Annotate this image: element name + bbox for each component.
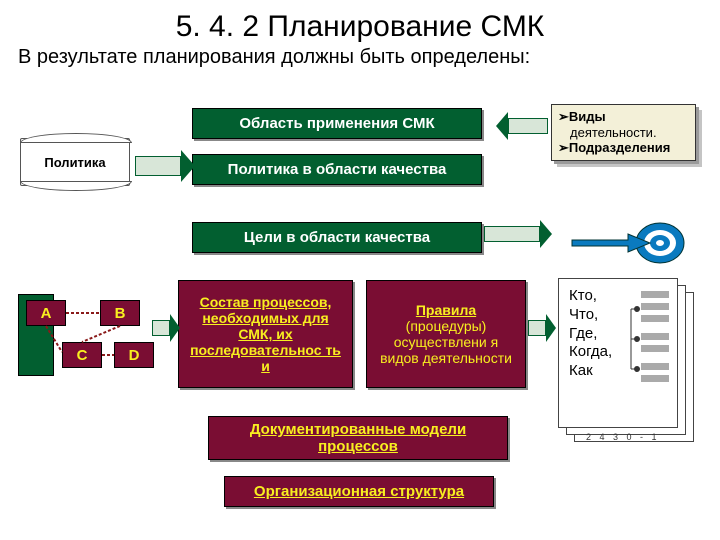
doc-line-3: Где,: [569, 325, 667, 344]
doc-line-5: Как: [569, 362, 667, 381]
box-processes: Состав процессов, необходимых для СМК, и…: [178, 280, 353, 388]
page-title: 5. 4. 2 Планирование СМК: [0, 0, 720, 44]
abcd-diagram: A B C D: [14, 290, 159, 390]
box-orgstruct: Организационная структура: [224, 476, 494, 507]
arrow-sticky: [508, 118, 548, 134]
arrow-docstack: [528, 320, 546, 336]
box-rules-l3: осуществлени я видов деятельности: [373, 334, 519, 366]
sticky-note-scope: ➢Виды деятельности. ➢Подразделения: [551, 104, 696, 161]
box-rules: Правила (процедуры) осуществлени я видов…: [366, 280, 526, 388]
box-goals: Цели в области качества: [192, 222, 482, 253]
arrow-abcd-head: [170, 314, 180, 342]
note1-line1: ➢Виды: [558, 109, 606, 124]
box-docmodels-text: Документированные модели процессов: [250, 421, 466, 455]
box-rules-l1: Правила: [416, 302, 476, 318]
arrow-sticky-head: [496, 112, 508, 140]
box-processes-text: Состав процессов, необходимых для СМК, и…: [185, 294, 346, 374]
arrow-goals-head: [540, 220, 552, 248]
arrow-politika-head: [181, 150, 195, 182]
note1-line3: ➢Подразделения: [558, 140, 670, 155]
box-rules-l2: (процедуры): [406, 318, 487, 334]
note1-line2: деятельности.: [558, 125, 689, 140]
doc-line-2: Что,: [569, 306, 667, 325]
arrow-abcd: [152, 320, 170, 336]
arrow-goals: [484, 226, 540, 242]
arrow-politika: [135, 156, 181, 176]
doc-line-1: Кто,: [569, 287, 667, 306]
target-icon: [570, 218, 690, 268]
box-policy: Политика в области качества: [192, 154, 482, 185]
doc-nums: 2 4 3 0 - 1: [586, 432, 660, 442]
box-orgstruct-text: Организационная структура: [254, 483, 464, 500]
doc-stack: Кто, Что, Где, Когда, Как 2 4 3 0 - 1: [556, 278, 696, 448]
box-docmodels: Документированные модели процессов: [208, 416, 508, 460]
box-scope: Область применения СМК: [192, 108, 482, 139]
doc-line-4: Когда,: [569, 343, 667, 362]
politika-label: Политика: [20, 138, 130, 186]
page-subtitle: В результате планирования должны быть оп…: [0, 44, 720, 77]
arrow-docstack-head: [546, 314, 556, 342]
